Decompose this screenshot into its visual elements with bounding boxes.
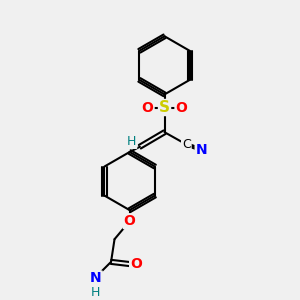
Text: H: H bbox=[127, 135, 136, 148]
Text: O: O bbox=[124, 214, 136, 228]
Text: O: O bbox=[130, 257, 142, 271]
Text: O: O bbox=[176, 100, 187, 115]
Text: S: S bbox=[159, 100, 170, 115]
Text: N: N bbox=[90, 272, 102, 285]
Text: O: O bbox=[142, 100, 154, 115]
Text: C: C bbox=[182, 138, 191, 151]
Text: H: H bbox=[91, 286, 101, 298]
Text: N: N bbox=[196, 143, 207, 157]
